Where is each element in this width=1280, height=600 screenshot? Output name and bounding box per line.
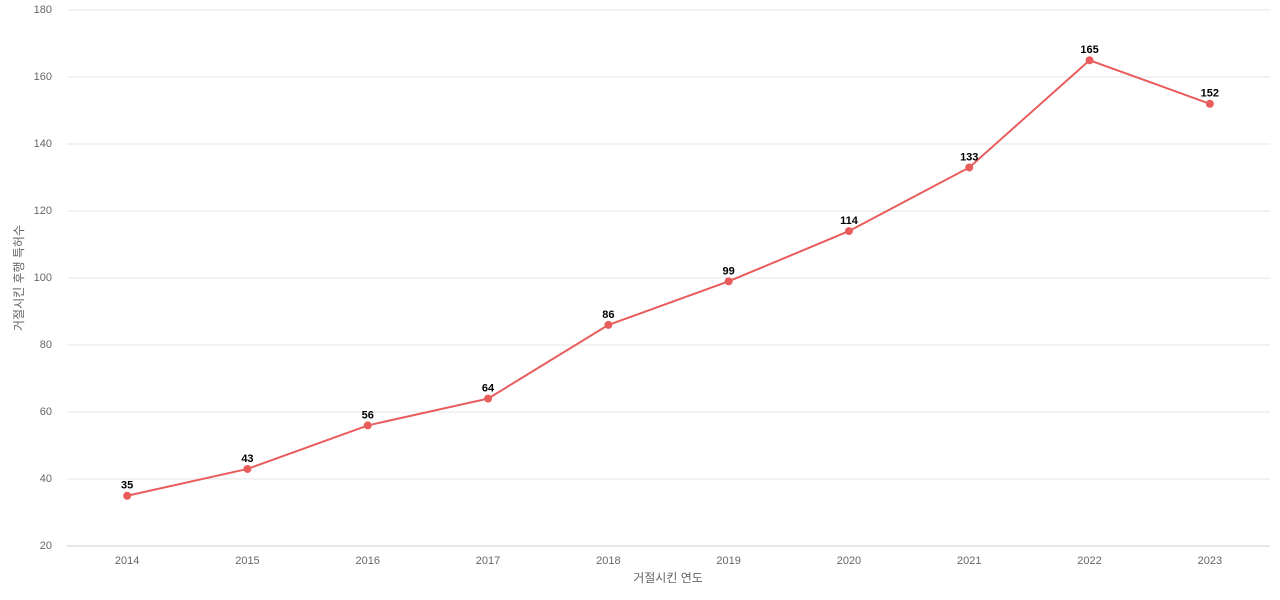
y-tick-label: 180 xyxy=(34,4,52,16)
x-tick-label: 2020 xyxy=(837,555,861,567)
x-tick-label: 2015 xyxy=(235,555,259,567)
y-tick-label: 140 xyxy=(34,138,52,150)
data-label: 56 xyxy=(362,409,374,421)
data-label: 35 xyxy=(121,480,133,492)
point xyxy=(1085,56,1094,65)
data-label: 133 xyxy=(960,151,978,163)
y-tick-label: 40 xyxy=(40,473,52,485)
point xyxy=(1205,99,1214,108)
x-tick-label: 2022 xyxy=(1077,555,1101,567)
x-tick-label: 2018 xyxy=(596,555,620,567)
x-tick-label: 2017 xyxy=(476,555,500,567)
data-label: 152 xyxy=(1201,88,1219,100)
point xyxy=(724,277,733,286)
line xyxy=(126,59,1211,497)
x-tick-label: 2016 xyxy=(356,555,380,567)
point xyxy=(363,421,372,430)
point xyxy=(243,464,252,473)
y-tick-label: 100 xyxy=(34,272,52,284)
y-axis-title: 거절시킨 후행 특허수 xyxy=(11,225,26,331)
x-tick-label: 2023 xyxy=(1198,555,1222,567)
data-label: 99 xyxy=(723,265,735,277)
data-label: 43 xyxy=(241,453,253,465)
data-label: 114 xyxy=(840,215,859,227)
x-axis-title: 거절시킨 연도 xyxy=(633,571,703,585)
y-tick-label: 80 xyxy=(40,339,52,351)
point xyxy=(123,491,132,500)
data-label: 64 xyxy=(482,383,495,395)
point xyxy=(844,227,853,236)
y-tick-label: 60 xyxy=(40,406,52,418)
point xyxy=(484,394,493,403)
data-label: 86 xyxy=(602,309,614,321)
x-tick-label: 2019 xyxy=(716,555,740,567)
x-tick-label: 2021 xyxy=(957,555,981,567)
x-tick-label: 2014 xyxy=(115,555,139,567)
y-tick-label: 20 xyxy=(40,540,52,552)
y-tick-label: 160 xyxy=(34,71,52,83)
point xyxy=(965,163,974,172)
data-label: 165 xyxy=(1080,44,1098,56)
point xyxy=(604,320,613,329)
y-tick-label: 120 xyxy=(34,205,52,217)
